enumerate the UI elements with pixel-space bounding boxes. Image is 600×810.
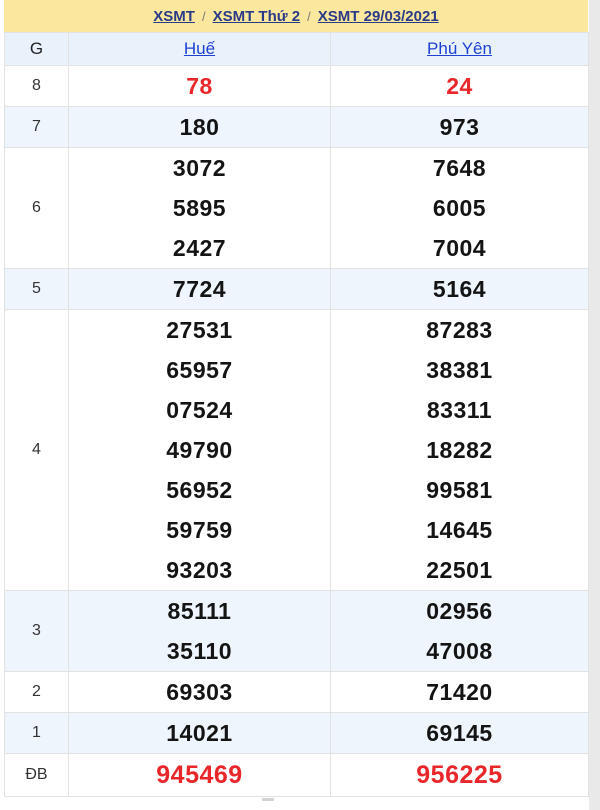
prize-number: 49790: [166, 437, 233, 463]
hue-result-cell: 27531 65957 07524 49790 56952 59759 93203: [68, 309, 331, 591]
breadcrumb-link-xsmt-date[interactable]: XSMT 29/03/2021: [317, 7, 439, 25]
prize-number: 24: [446, 73, 473, 99]
header-cell-phu-yen: Phú Yên: [330, 32, 589, 66]
prize-number: 47008: [426, 638, 493, 664]
table-header-row: G Huế Phú Yên: [4, 32, 589, 66]
phu-yen-result-cell: 87283 38381 83311 18282 99581 14645 22501: [330, 309, 589, 591]
prize-tier-label: 3: [4, 590, 69, 672]
prize-number: 07524: [166, 397, 233, 423]
phu-yen-result-cell: 7648 6005 7004: [330, 147, 589, 269]
breadcrumb-separator: /: [307, 8, 311, 24]
prize-tier-label: 5: [4, 268, 69, 310]
hue-result-cell: 945469: [68, 753, 331, 797]
breadcrumb-link-xsmt-thu-2[interactable]: XSMT Thứ 2: [212, 7, 301, 25]
header-g: G: [4, 32, 69, 66]
hue-result-cell: 78: [68, 65, 331, 107]
prize-number: 956225: [416, 761, 503, 789]
prize-number: 945469: [156, 761, 243, 789]
prize-tier-label: 1: [4, 712, 69, 754]
prize-number: 5895: [172, 195, 227, 221]
breadcrumb-separator: /: [201, 8, 206, 24]
hue-result-cell: 3072 5895 2427: [68, 147, 331, 269]
prize-number: 78: [186, 73, 213, 99]
phu-yen-result-cell: 69145: [330, 712, 589, 754]
prize-number: 18282: [426, 437, 493, 463]
prize-row-2: 2 69303 71420: [4, 671, 589, 713]
prize-number: 87283: [426, 317, 493, 343]
prize-number: 99581: [426, 477, 493, 503]
prize-number: 3072: [172, 155, 227, 181]
phu-yen-result-cell: 24: [330, 65, 589, 107]
scrollbar-track[interactable]: [589, 0, 600, 810]
results-page: XSMT / XSMT Thứ 2 / XSMT 29/03/2021 G Hu…: [4, 0, 589, 801]
prize-number: 56952: [166, 477, 233, 503]
lottery-results-table: G Huế Phú Yên 8 78 24 7 180 973 6 3072 5895 2427 7…: [4, 32, 589, 797]
prize-number: 69303: [166, 679, 233, 705]
hue-result-cell: 7724: [68, 268, 331, 310]
prize-row-3: 3 85111 35110 02956 47008: [4, 590, 589, 672]
prize-number: 7724: [172, 276, 227, 302]
prize-number: 2427: [172, 235, 227, 261]
prize-tier-label: ĐB: [4, 753, 69, 797]
prize-number: 7004: [432, 235, 487, 261]
prize-tier-label: 2: [4, 671, 69, 713]
prize-number: 38381: [426, 357, 493, 383]
breadcrumb: XSMT / XSMT Thứ 2 / XSMT 29/03/2021: [4, 0, 588, 32]
breadcrumb-link-xsmt[interactable]: XSMT: [153, 7, 195, 25]
phu-yen-result-cell: 5164: [330, 268, 589, 310]
prize-number: 65957: [166, 357, 233, 383]
prize-row-7: 7 180 973: [4, 106, 589, 148]
prize-number: 93203: [166, 557, 233, 583]
hue-result-cell: 180: [68, 106, 331, 148]
prize-tier-label: 7: [4, 106, 69, 148]
hue-result-cell: 69303: [68, 671, 331, 713]
prize-number: 973: [439, 114, 480, 140]
header-cell-hue: Huế: [68, 32, 331, 66]
prize-number: 85111: [167, 598, 232, 624]
cutoff-element: [262, 798, 274, 801]
prize-number: 83311: [426, 397, 493, 423]
prize-number: 27531: [166, 317, 233, 343]
prize-row-8: 8 78 24: [4, 65, 589, 107]
prize-number: 6005: [432, 195, 487, 221]
prize-row-6: 6 3072 5895 2427 7648 6005 7004: [4, 147, 589, 269]
phu-yen-result-cell: 956225: [330, 753, 589, 797]
header-link-phu-yen[interactable]: Phú Yên: [427, 39, 492, 58]
prize-number: 02956: [426, 598, 493, 624]
prize-tier-label: 6: [4, 147, 69, 269]
prize-row-1: 1 14021 69145: [4, 712, 589, 754]
prize-tier-label: 4: [4, 309, 69, 591]
phu-yen-result-cell: 973: [330, 106, 589, 148]
prize-row-4: 4 27531 65957 07524 49790 56952 59759 93203 8728…: [4, 309, 589, 591]
prize-number: 22501: [426, 557, 493, 583]
prize-number: 7648: [432, 155, 487, 181]
prize-number: 180: [179, 114, 220, 140]
header-link-hue[interactable]: Huế: [183, 39, 216, 58]
hue-result-cell: 85111 35110: [68, 590, 331, 672]
prize-number: 35110: [166, 638, 233, 664]
prize-row-ĐB: ĐB 945469 956225: [4, 753, 589, 797]
prize-number: 71420: [426, 679, 493, 705]
hue-result-cell: 14021: [68, 712, 331, 754]
prize-number: 69145: [426, 720, 493, 746]
prize-number: 59759: [166, 517, 233, 543]
phu-yen-result-cell: 71420: [330, 671, 589, 713]
prize-number: 14645: [426, 517, 493, 543]
prize-row-5: 5 7724 5164: [4, 268, 589, 310]
prize-number: 5164: [432, 276, 487, 302]
phu-yen-result-cell: 02956 47008: [330, 590, 589, 672]
prize-tier-label: 8: [4, 65, 69, 107]
prize-number: 14021: [166, 720, 233, 746]
